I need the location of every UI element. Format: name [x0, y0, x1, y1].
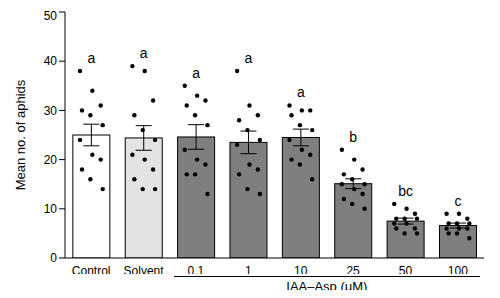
svg-text:c: c — [454, 193, 461, 209]
svg-text:10: 10 — [294, 264, 308, 274]
svg-text:bc: bc — [398, 183, 413, 199]
svg-text:0.1: 0.1 — [188, 264, 205, 274]
svg-text:40: 40 — [44, 54, 58, 68]
svg-text:30: 30 — [44, 104, 58, 118]
svg-text:Control: Control — [72, 264, 111, 274]
svg-text:a: a — [245, 50, 253, 66]
svg-text:100: 100 — [448, 264, 468, 274]
svg-text:1: 1 — [245, 264, 252, 274]
svg-text:a: a — [297, 84, 305, 100]
svg-text:b: b — [349, 129, 357, 145]
svg-text:Mean no. of aphids: Mean no. of aphids — [13, 79, 28, 190]
html-text:IAA–Asp (μM): IAA–Asp (μM) — [286, 279, 368, 294]
svg-text:50: 50 — [399, 264, 413, 274]
svg-text:50: 50 — [44, 9, 58, 23]
svg-text:a: a — [192, 65, 200, 81]
svg-text:a: a — [140, 45, 148, 61]
svg-text:0: 0 — [50, 251, 57, 265]
svg-text:20: 20 — [44, 153, 58, 167]
svg-text:Solvent: Solvent — [124, 264, 165, 274]
svg-text:25: 25 — [346, 264, 360, 274]
svg-text:a: a — [87, 50, 95, 66]
svg-text:10: 10 — [44, 202, 58, 216]
